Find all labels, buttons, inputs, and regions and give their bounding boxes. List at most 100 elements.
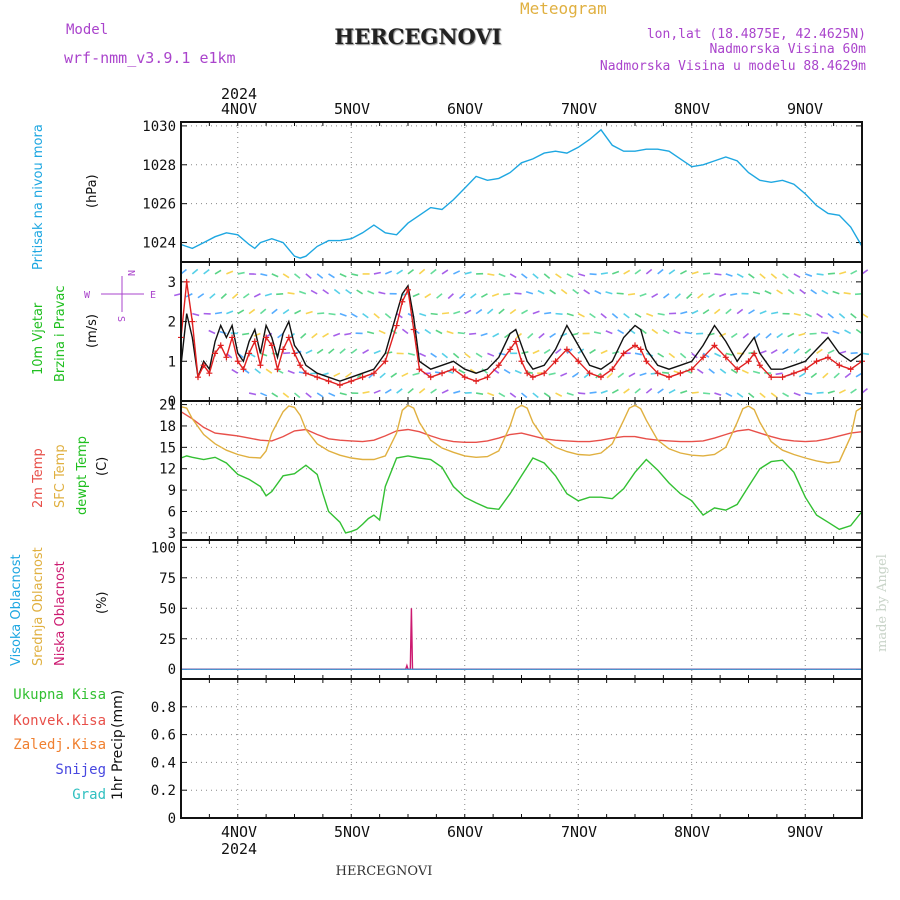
wind-arrow: [566, 273, 574, 278]
gust-marker: [824, 354, 831, 361]
wind-arrow: [833, 372, 840, 379]
footer-station: HERCEGNOVI: [336, 864, 433, 879]
wind-arrow: [566, 348, 573, 354]
wind-arrow: [674, 293, 681, 300]
gust-marker: [195, 374, 202, 381]
wind-arrow: [259, 308, 267, 315]
wind-arrow: [366, 330, 375, 335]
gust-marker: [722, 354, 729, 361]
gust-marker: [280, 346, 287, 353]
legend-frozen-precip: Zaledj.Kisa: [13, 737, 106, 753]
wind-arrow: [203, 269, 210, 275]
series-line-pressure: [180, 128, 863, 259]
series-line-temp2m: [180, 411, 863, 443]
wind-arrow: [287, 291, 295, 295]
wind-arrow: [787, 332, 795, 338]
wind-arrow: [441, 352, 449, 359]
wind-arrow: [339, 392, 347, 396]
wind-arrow: [572, 288, 579, 295]
wind-arrow: [634, 352, 643, 356]
bottom-date-ticks: 4NOV 5NOV 6NOV 7NOV 8NOV 9NOV: [221, 823, 823, 841]
wind-arrow: [237, 271, 245, 275]
wind-arrow: [634, 387, 641, 394]
wind-arrow: [317, 312, 325, 315]
wind-arrow: [407, 352, 415, 356]
wind-arrow: [702, 352, 710, 358]
top-date-tick: 9NOV: [787, 100, 823, 118]
series-line-dewpoint: [180, 455, 863, 534]
y-tick-label: 9: [168, 483, 176, 499]
wind-arrow: [282, 392, 290, 398]
wind-arrow: [639, 293, 647, 297]
wind-arrow: [452, 352, 460, 359]
wind-arrow: [714, 392, 722, 396]
wind-arrow: [804, 348, 812, 354]
wind-arrow: [384, 388, 392, 394]
wind-arrow: [680, 269, 687, 275]
cloud-unit: (%): [95, 592, 110, 615]
wind-arrow: [839, 350, 847, 355]
gust-marker: [461, 374, 468, 381]
wind-arrow: [350, 348, 358, 354]
wind-arrow: [509, 392, 517, 398]
wind-arrow: [492, 332, 500, 338]
wind-arrow: [793, 348, 800, 354]
wind-arrow: [549, 289, 556, 295]
y-tick-label: 3: [168, 526, 176, 542]
wind-arrow: [418, 268, 426, 275]
wind-arrow: [832, 330, 840, 335]
wind-arrow: [362, 349, 370, 355]
y-tick-label: 3: [168, 275, 176, 291]
wind-arrow: [804, 312, 812, 318]
precip-ylabel: 1hr Precip: [110, 729, 126, 800]
wind-arrow: [560, 372, 568, 377]
wind-ylabel-1: 10m Vjetar: [31, 302, 46, 375]
wind-arrow: [328, 392, 336, 397]
top-date-tick: 8NOV: [674, 100, 710, 118]
wind-arrow: [333, 332, 341, 337]
wind-arrow: [684, 331, 692, 335]
wind-arrow: [714, 352, 722, 358]
gust-marker: [643, 358, 650, 365]
bottom-date-tick: 5NOV: [334, 823, 370, 841]
wind-arrow: [787, 288, 795, 295]
wind-arrow: [328, 348, 335, 354]
wind-arrow: [271, 392, 279, 398]
wind-arrow: [480, 332, 488, 337]
gust-marker: [597, 374, 604, 381]
wind-arrow: [730, 292, 738, 296]
wind-arrow: [730, 332, 738, 339]
wind-arrow: [215, 353, 220, 357]
wind-arrow: [816, 312, 823, 319]
wind-arrow: [719, 332, 727, 338]
precip-unit: (mm): [110, 690, 126, 728]
wind-arrow: [770, 349, 778, 355]
wind-arrow: [696, 368, 704, 374]
gust-marker: [399, 298, 406, 305]
panel-frame: [180, 121, 863, 263]
wind-arrow: [396, 269, 404, 275]
wind-arrow: [532, 392, 539, 399]
panel-frame: [180, 678, 863, 819]
wind-arrow: [248, 392, 257, 396]
wind-arrow: [384, 313, 392, 319]
wind-arrow: [430, 352, 437, 358]
series-line-wind_speed: [180, 284, 863, 382]
wind-arrow: [611, 313, 619, 319]
wind-arrow: [663, 293, 670, 299]
compass-south: S: [115, 316, 126, 322]
wind-arrow: [822, 372, 829, 379]
wind-arrow: [191, 268, 199, 275]
wind-arrow: [854, 292, 863, 296]
wind-arrow: [204, 353, 210, 357]
wind-arrow: [260, 273, 268, 277]
wind-arrow: [543, 392, 551, 398]
wind-arrow: [673, 330, 681, 335]
wind-arrow: [214, 269, 222, 275]
y-tick-label: 1026: [142, 197, 176, 213]
wind-arrow: [298, 290, 307, 295]
wind-arrow: [821, 289, 829, 295]
wind-arrow: [645, 387, 653, 394]
wind-arrow: [752, 370, 761, 374]
wind-arrow: [589, 391, 597, 394]
